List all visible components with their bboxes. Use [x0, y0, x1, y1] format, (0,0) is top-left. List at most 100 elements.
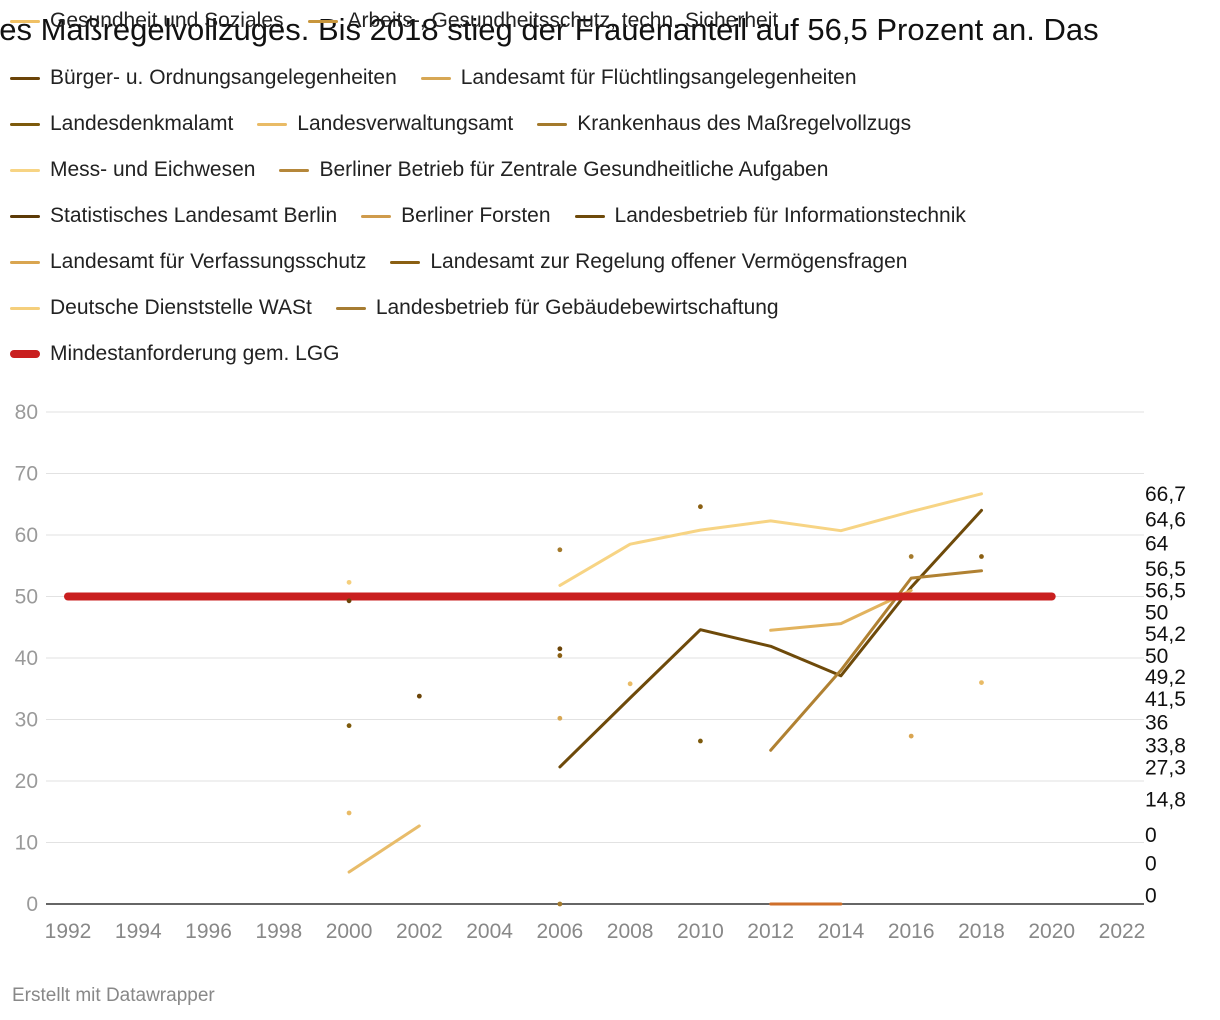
legend-swatch [420, 76, 451, 80]
legend-item-gesundheitliche-aufgaben[interactable]: Berliner Betrieb für Zentrale Gesundheit… [279, 158, 828, 182]
end-value-label: 0 [1145, 884, 1157, 907]
legend-swatch [10, 260, 40, 264]
data-point [557, 547, 563, 553]
legend-item-buerger[interactable]: Bürger- u. Ordnungsangelegenheiten [10, 66, 397, 90]
data-point [346, 810, 352, 816]
end-value-label: 33,8 [1145, 734, 1186, 757]
series-line [558, 508, 983, 769]
legend-label: Krankenhaus des Maßregelvollzugs [577, 112, 912, 135]
data-point [627, 681, 633, 687]
end-value-label: 64,6 [1145, 509, 1186, 532]
y-tick-label: 40 [15, 647, 38, 670]
end-value-label: 36 [1145, 712, 1168, 735]
legend-item-informationstechnik[interactable]: Landesbetrieb für Informationstechnik [574, 204, 966, 228]
data-point [346, 723, 352, 729]
end-value-label: 0 [1145, 852, 1157, 875]
data-point [908, 733, 914, 739]
legend-swatch [279, 168, 310, 172]
legend-swatch [574, 214, 605, 218]
y-tick-label: 70 [15, 463, 38, 486]
x-tick-label: 1998 [255, 920, 302, 943]
data-point [698, 738, 703, 744]
data-point [346, 598, 352, 604]
legend-swatch [10, 19, 40, 23]
y-tick-label: 50 [15, 586, 38, 609]
end-value-label: 50 [1145, 645, 1168, 668]
legend-swatch [307, 19, 338, 23]
series-line [558, 492, 983, 587]
legend-label: Landesverwaltungsamt [297, 112, 514, 135]
legend-swatch [10, 76, 40, 80]
data-point [979, 680, 984, 685]
x-tick-label: 1994 [115, 920, 162, 943]
end-value-label: 27,3 [1145, 756, 1186, 779]
end-value-label: 0 [1145, 824, 1157, 847]
legend-item-gesundheit[interactable]: Gesundheit und Soziales [10, 9, 284, 33]
x-tick-label: 2016 [888, 920, 935, 943]
legend-item-massregelvollzug[interactable]: Krankenhaus des Maßregelvollzugs [537, 112, 911, 136]
legend-label: Mess- und Eichwesen [50, 158, 256, 181]
series-line [347, 824, 421, 874]
data-point [979, 554, 984, 559]
y-axis-ticks: 0 10 20 30 40 50 60 70 80 [15, 401, 38, 916]
end-value-label: 66,7 [1145, 483, 1186, 506]
legend-label: Statistisches Landesamt Berlin [50, 204, 338, 227]
legend-item-verfassungsschutz[interactable]: Landesamt für Verfassungsschutz [10, 250, 366, 274]
legend-item-vermoegensfragen[interactable]: Landesamt zur Regelung offener Vermögens… [390, 250, 907, 274]
data-point [698, 504, 703, 510]
legend-label: Berliner Betrieb für Zentrale Gesundheit… [319, 158, 829, 181]
x-tick-label: 1992 [45, 920, 92, 943]
x-tick-label: 2022 [1099, 920, 1146, 943]
legend-item-denkmalamt[interactable]: Landesdenkmalamt [10, 112, 233, 136]
legend-item-wast[interactable]: Deutsche Dienststelle WASt [10, 296, 312, 320]
legend-item-arbeitsschutz[interactable]: Arbeits-, Gesundheitsschutz, techn. Sich… [307, 9, 778, 33]
legend-swatch [10, 214, 40, 218]
x-axis-ticks: 1992 1994 1996 1998 2000 2002 2004 2006 2008 2010… [45, 920, 1146, 943]
x-tick-label: 1996 [185, 920, 232, 943]
legend-row: Landesdenkmalamt Landesverwaltungsamt Kr… [10, 109, 935, 139]
legend-label: Gesundheit und Soziales [50, 9, 284, 32]
legend-item-forsten[interactable]: Berliner Forsten [361, 204, 551, 228]
legend-row: Landesamt für Verfassungsschutz Landesam… [10, 247, 931, 277]
y-tick-label: 30 [15, 709, 38, 732]
end-value-label: 56,5 [1145, 579, 1186, 602]
x-tick-label: 2012 [747, 920, 794, 943]
x-tick-label: 2006 [537, 920, 584, 943]
legend-label: Deutsche Dienststelle WASt [50, 296, 312, 319]
x-tick-label: 2018 [958, 920, 1005, 943]
legend-label: Landesamt für Flüchtlingsangelegenheiten [460, 66, 857, 89]
legend-item-mindestanforderung[interactable]: Mindestanforderung gem. LGG [10, 342, 340, 366]
y-tick-label: 80 [15, 401, 38, 424]
legend-item-fluechtlinge[interactable]: Landesamt für Flüchtlingsangelegenheiten [420, 66, 857, 90]
x-tick-label: 2008 [607, 920, 654, 943]
y-tick-label: 0 [26, 893, 38, 916]
series-line [769, 569, 983, 752]
legend-item-eichwesen[interactable]: Mess- und Eichwesen [10, 158, 255, 182]
legend-swatch [257, 122, 288, 126]
legend-label: Landesbetrieb für Informationstechnik [614, 204, 966, 227]
end-value-labels: 66,764,66456,556,55054,25049,241,53633,8… [1145, 483, 1186, 908]
legend-item-verwaltungsamt[interactable]: Landesverwaltungsamt [257, 112, 513, 136]
x-tick-label: 2002 [396, 920, 443, 943]
legend-row: Mindestanforderung gem. LGG [10, 339, 364, 369]
legend-label: Landesdenkmalamt [50, 112, 234, 135]
legend-item-statistik[interactable]: Statistisches Landesamt Berlin [10, 204, 337, 228]
legend-row: Gesundheit und Soziales Arbeits-, Gesund… [10, 6, 802, 36]
legend-label: Landesbetrieb für Gebäudebewirtschaftung [375, 296, 779, 319]
legend-swatch [361, 214, 392, 218]
y-tick-label: 20 [15, 770, 38, 793]
x-tick-label: 2004 [466, 920, 513, 943]
data-point [416, 693, 422, 699]
data-point [908, 554, 914, 559]
series-lines [64, 492, 1056, 906]
legend-row: Bürger- u. Ordnungsangelegenheiten Lande… [10, 63, 881, 93]
y-tick-label: 60 [15, 524, 38, 547]
legend-item-gebaeudebewirtschaftung[interactable]: Landesbetrieb für Gebäudebewirtschaftung [335, 296, 779, 320]
end-value-label: 14,8 [1145, 788, 1186, 811]
legend-swatch [390, 260, 421, 264]
data-point [557, 901, 563, 907]
footer-credit: Erstellt mit Datawrapper [12, 985, 215, 1006]
data-point [557, 653, 563, 658]
legend-label: Mindestanforderung gem. LGG [50, 342, 340, 365]
data-points [346, 504, 984, 907]
